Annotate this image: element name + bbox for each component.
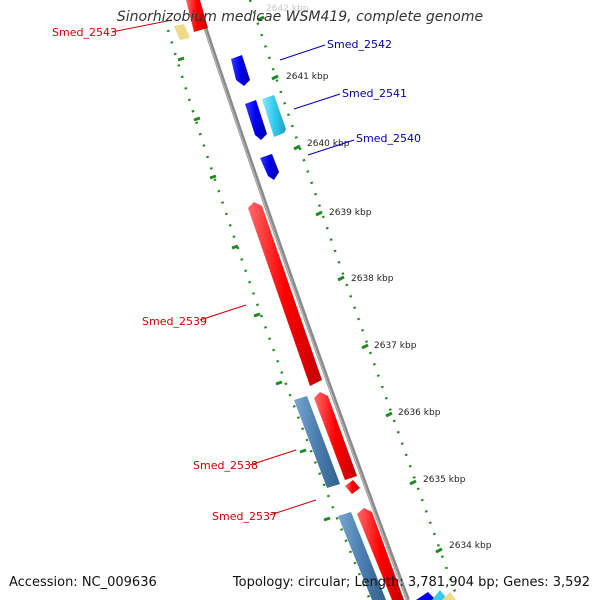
genome-summary-text: Topology: circular; Length: 3,781,904 bp… (232, 575, 590, 590)
gene-feature-partial (416, 592, 436, 600)
gene-label-smed-2539: Smed_2539 (142, 315, 207, 328)
tick-label: 2637 kbp (374, 341, 417, 351)
gene-feature-smed-2543 (186, 0, 208, 32)
gene-label-smed-2541: Smed_2541 (342, 87, 407, 100)
tick-labels: 2642 kbp 2641 kbp 2640 kbp 2639 kbp 2638… (266, 4, 492, 551)
gene-label-smed-2542: Smed_2542 (327, 38, 392, 51)
gene-feature-smed-2538c (345, 480, 360, 494)
map-title: Sinorhizobium medicae WSM419, complete g… (116, 9, 484, 25)
genome-backbone (194, 0, 410, 600)
gene-label-smed-2537: Smed_2537 (212, 510, 277, 523)
gene-feature-smed-2538b (314, 392, 357, 480)
tick-marks-outer (257, 15, 443, 554)
gene-feature-smed-2540 (260, 154, 279, 180)
tick-label: 2638 kbp (351, 274, 394, 284)
gene-feature-partial (432, 590, 448, 600)
accession-text: Accession: NC_009636 (9, 575, 157, 590)
gene-label-leaders (111, 19, 355, 516)
tick-label: 2636 kbp (398, 408, 441, 418)
gene-label-smed-2538: Smed_2538 (193, 459, 258, 472)
gene-feature-partial (174, 24, 190, 40)
tick-label: 2640 kbp (307, 139, 350, 149)
gene-feature-partial (442, 592, 456, 600)
tick-label: 2634 kbp (449, 541, 492, 551)
gene-feature-smed-2538 (294, 396, 340, 488)
gene-feature-smed-2541a (245, 100, 267, 140)
gene-feature-smed-2539 (248, 202, 322, 386)
tick-label: 2641 kbp (286, 72, 329, 82)
tick-track-inner (166, 29, 372, 600)
gene-feature-smed-2542 (231, 55, 250, 86)
tick-label: 2639 kbp (329, 208, 372, 218)
gene-label-smed-2543: Smed_2543 (52, 26, 117, 39)
gene-feature-smed-2541 (262, 95, 286, 137)
genome-backbone-highlight (194, 0, 408, 600)
gene-feature-smed-2537b (357, 508, 404, 600)
tick-marks-inner (177, 56, 331, 522)
tick-label: 2635 kbp (423, 475, 466, 485)
gene-label-smed-2540: Smed_2540 (356, 132, 421, 145)
gene-feature-smed-2537 (338, 512, 386, 600)
gene-labels: Smed_2543 Smed_2542 Smed_2541 Smed_2540 … (52, 26, 421, 523)
tick-label: 2642 kbp (266, 4, 309, 14)
